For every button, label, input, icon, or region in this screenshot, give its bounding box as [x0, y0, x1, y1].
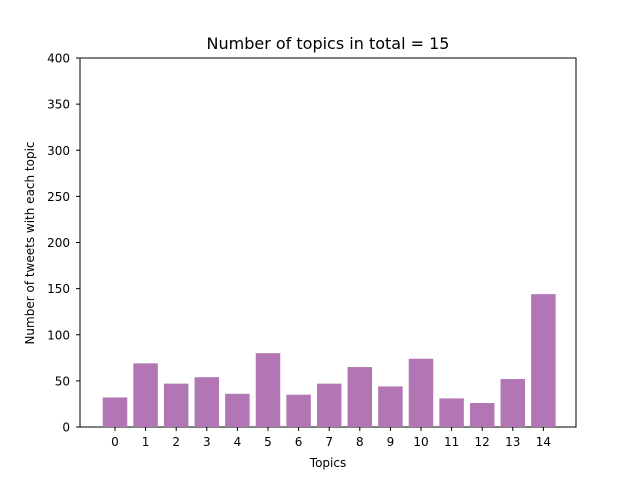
x-axis-label: Topics	[309, 456, 346, 470]
bar-topic-5	[255, 353, 281, 427]
bar-topic-0	[102, 397, 128, 427]
y-axis: 0 50 100 150 200 250 300 350 400	[47, 52, 80, 435]
x-tick-label: 3	[203, 435, 211, 449]
bar-topic-9	[378, 386, 403, 427]
bar-topic-10	[408, 358, 434, 427]
bars	[102, 294, 556, 427]
bar-topic-13	[500, 379, 526, 427]
bar-topic-8	[347, 367, 373, 427]
x-tick-label: 11	[444, 435, 459, 449]
bar-topic-14	[531, 294, 556, 427]
x-tick-label: 8	[356, 435, 364, 449]
y-tick-label: 100	[47, 328, 70, 342]
x-tick-label: 13	[505, 435, 520, 449]
x-tick-label: 4	[234, 435, 242, 449]
bar-topic-2	[163, 383, 189, 427]
bar-topic-12	[469, 403, 495, 427]
x-tick-label: 9	[387, 435, 395, 449]
x-axis: 0 1 2 3 4 5 6 7 8 9 10 11 12 13 14	[111, 427, 551, 449]
x-tick-label: 0	[111, 435, 119, 449]
bar-topic-1	[133, 363, 158, 427]
y-tick-label: 350	[47, 98, 70, 112]
bar-topic-7	[316, 383, 342, 427]
y-tick-label: 300	[47, 144, 70, 158]
x-tick-label: 12	[475, 435, 490, 449]
x-tick-label: 10	[413, 435, 428, 449]
bar-topic-3	[194, 377, 220, 427]
y-tick-label: 200	[47, 236, 70, 250]
y-axis-label: Number of tweets with each topic	[23, 141, 37, 344]
x-tick-label: 14	[536, 435, 551, 449]
bar-topic-4	[225, 393, 250, 427]
x-tick-label: 7	[325, 435, 333, 449]
y-tick-label: 50	[55, 374, 70, 388]
y-tick-label: 250	[47, 190, 70, 204]
bar-topic-11	[439, 398, 464, 427]
y-tick-label: 0	[62, 421, 70, 435]
y-tick-label: 150	[47, 282, 70, 296]
chart-title: Number of topics in total = 15	[207, 34, 450, 53]
y-tick-label: 400	[47, 52, 70, 66]
x-tick-label: 6	[295, 435, 303, 449]
x-tick-label: 2	[172, 435, 180, 449]
x-tick-label: 5	[264, 435, 272, 449]
bar-topic-6	[286, 394, 311, 427]
x-tick-label: 1	[142, 435, 150, 449]
